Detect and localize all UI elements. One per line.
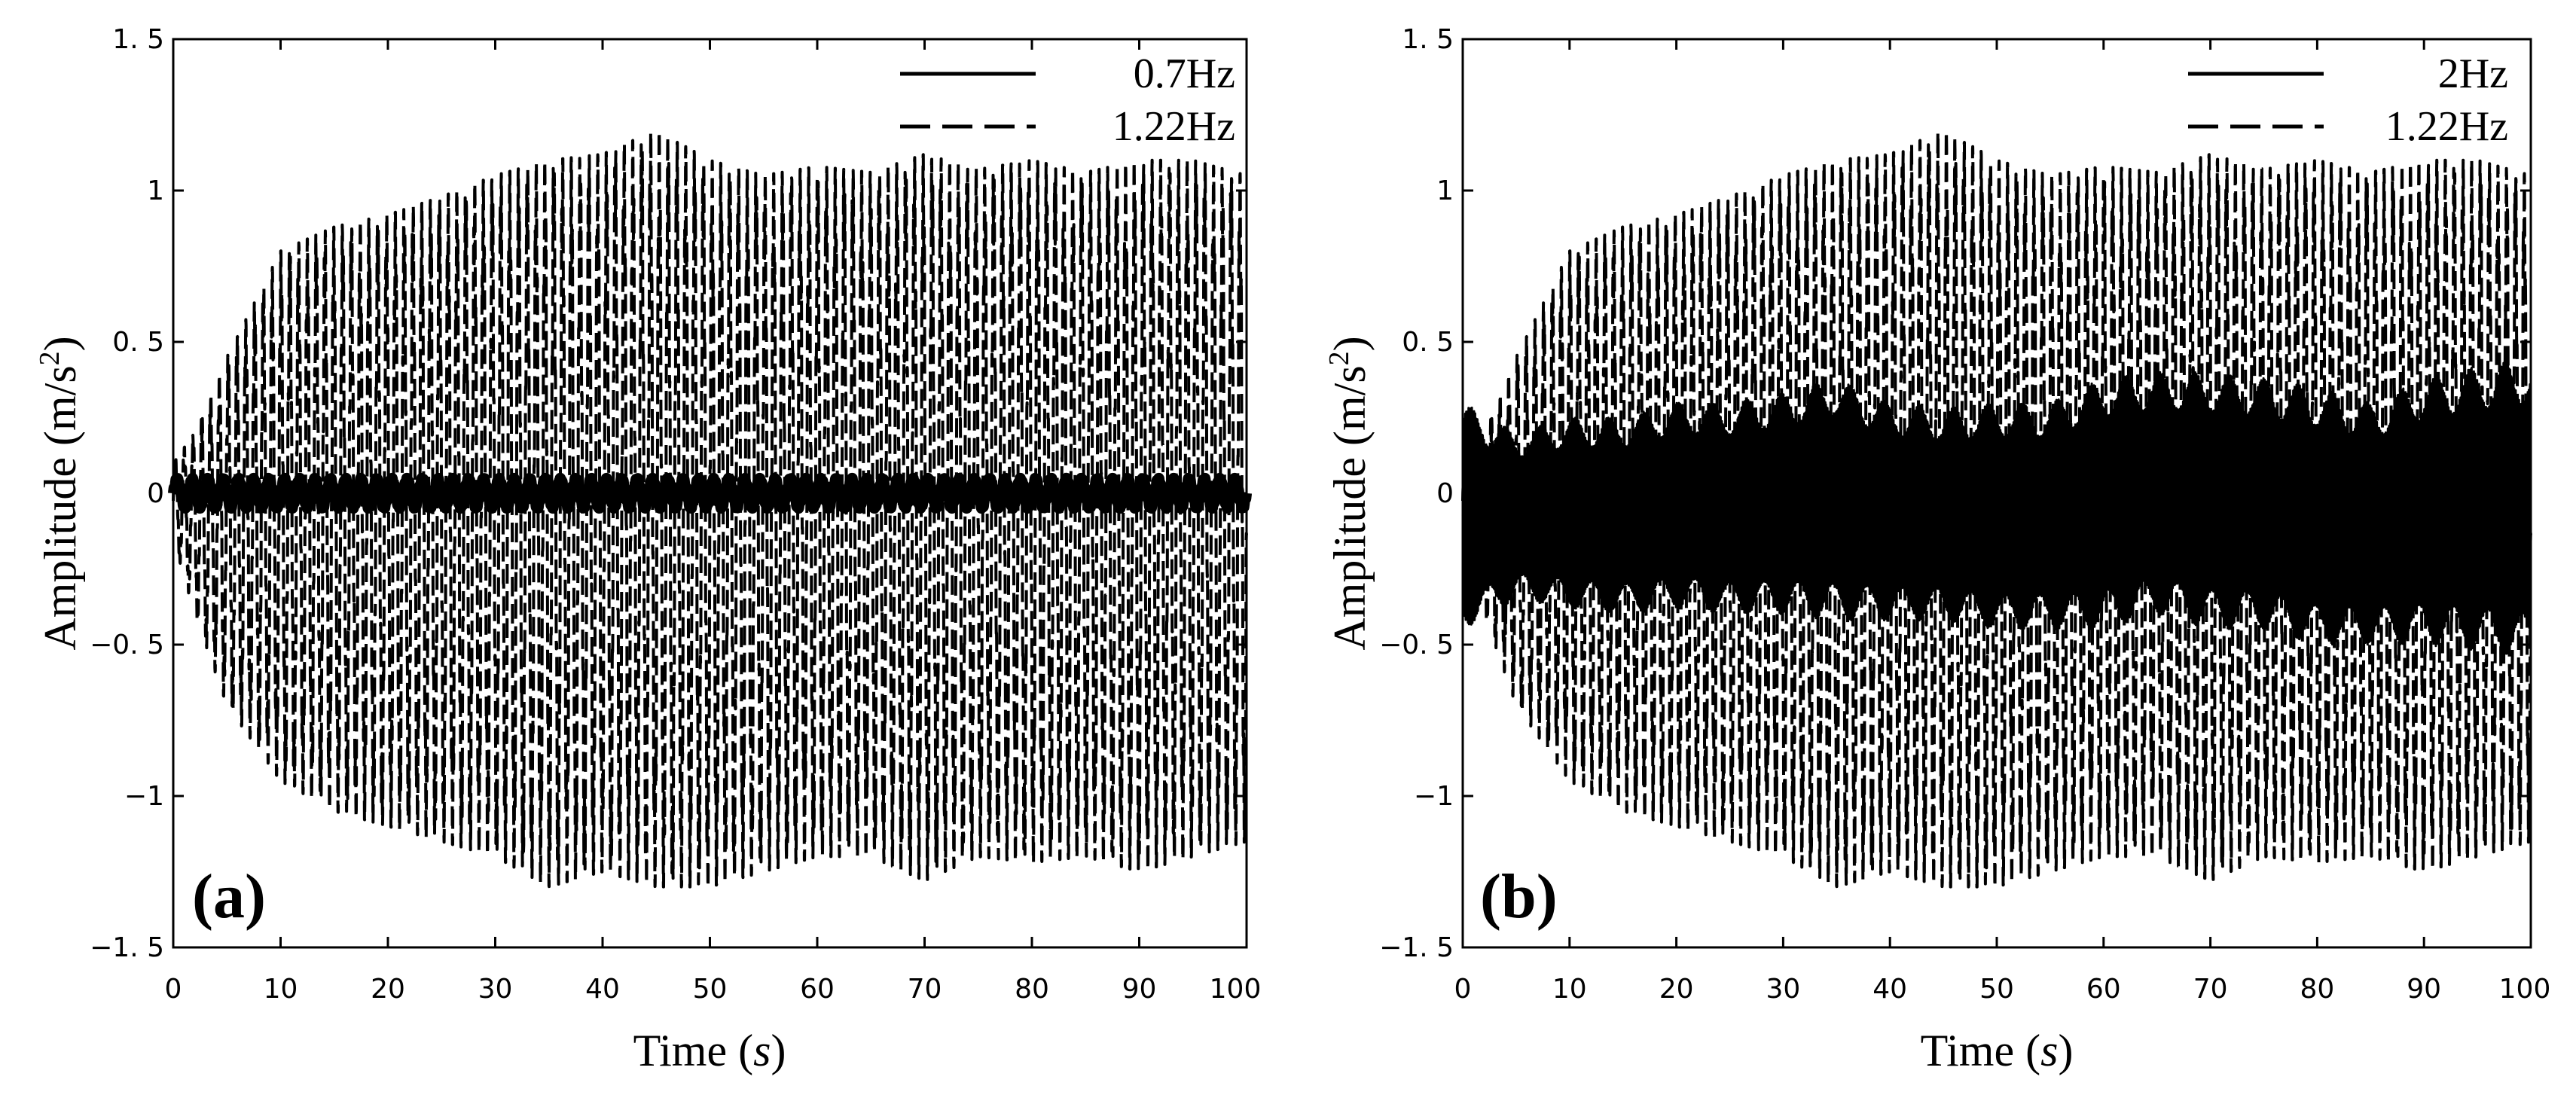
x-tick-label: 40: [1872, 974, 1907, 1005]
series-1-22hz: [172, 130, 1248, 889]
x-axis-label-b: Time (s): [1921, 1026, 2074, 1075]
x-tick-label: 70: [908, 974, 942, 1005]
legend-a: 0.7Hz 1.22Hz: [900, 50, 1235, 150]
x-tick-label: 20: [371, 974, 405, 1005]
y-tick-label: 1. 5: [112, 24, 164, 55]
plot-area-b: [1461, 130, 2532, 889]
x-tick-label: 80: [2300, 974, 2334, 1005]
y-axis-label-b: Amplitude (m/s2): [1323, 336, 1375, 650]
x-tick-label: 50: [1979, 974, 2014, 1005]
panel-tag-b: (b): [1480, 862, 1558, 932]
y-tick-label: −1. 5: [1379, 932, 1454, 963]
y-tick-label: −1. 5: [90, 932, 164, 963]
x-tick-label: 0: [1454, 974, 1472, 1005]
x-axis-label-a: Time (s): [633, 1026, 786, 1075]
x-tick-label: 80: [1015, 974, 1049, 1005]
x-tick-labels-b: 0 10 20 30 40 50 60 70 80 90 100: [1454, 974, 2551, 1005]
legend-b: 2Hz 1.22Hz: [2188, 50, 2508, 150]
y-tick-label: 0. 5: [112, 327, 164, 358]
x-tick-label: 60: [800, 974, 835, 1005]
ticks-b: [1461, 38, 2532, 949]
y-tick-label: 1: [1436, 175, 1454, 206]
x-tick-labels-a: 0 10 20 30 40 50 60 70 80 90 100: [165, 974, 1262, 1005]
y-tick-label: −0. 5: [90, 630, 164, 660]
x-tick-label: 60: [2086, 974, 2121, 1005]
y-tick-label: 0. 5: [1402, 327, 1454, 358]
x-tick-label: 90: [1122, 974, 1157, 1005]
legend-label-dashed-b: 1.22Hz: [2385, 103, 2508, 150]
legend-label-dashed-a: 1.22Hz: [1113, 103, 1235, 150]
x-tick-label: 10: [264, 974, 298, 1005]
y-tick-label: 0: [147, 478, 164, 509]
ticks-a: [172, 38, 1248, 949]
y-tick-label: 1: [147, 175, 164, 206]
x-tick-label: 30: [1766, 974, 1800, 1005]
x-tick-label: 50: [693, 974, 728, 1005]
y-tick-labels-a: 1. 5 1 0. 5 0 −0. 5 −1 −1. 5: [90, 24, 164, 963]
panel-tag-a: (a): [192, 862, 266, 932]
panel-b: 1. 5 1 0. 5 0 −0. 5 −1 −1. 5 0 10 20 30 …: [1323, 24, 2550, 1075]
series-0-7hz: [168, 472, 1252, 514]
x-tick-label: 40: [585, 974, 620, 1005]
y-tick-label: −0. 5: [1379, 630, 1454, 660]
series-2hz: [1461, 361, 2532, 657]
x-tick-label: 10: [1552, 974, 1587, 1005]
x-tick-label: 0: [165, 974, 182, 1005]
legend-label-solid-b: 2Hz: [2438, 50, 2508, 97]
y-tick-labels-b: 1. 5 1 0. 5 0 −0. 5 −1 −1. 5: [1379, 24, 1454, 963]
x-tick-label: 30: [478, 974, 513, 1005]
plot-area-a: [168, 130, 1252, 889]
y-tick-label: 1. 5: [1402, 24, 1454, 55]
y-tick-label: −1: [124, 781, 164, 812]
series-1-22hz: [1461, 130, 2532, 889]
y-axis-label-a: Amplitude (m/s2): [34, 336, 85, 650]
y-tick-label: −1: [1414, 781, 1454, 812]
x-tick-label: 90: [2407, 974, 2441, 1005]
panel-a: 1. 5 1 0. 5 0 −0. 5 −1 −1. 5 0 10 20 30 …: [34, 24, 1261, 1075]
x-tick-label: 100: [2499, 974, 2551, 1005]
x-tick-label: 20: [1659, 974, 1694, 1005]
legend-label-solid-a: 0.7Hz: [1134, 50, 1235, 97]
x-tick-label: 70: [2193, 974, 2228, 1005]
x-tick-label: 100: [1210, 974, 1262, 1005]
y-tick-label: 0: [1436, 478, 1454, 509]
